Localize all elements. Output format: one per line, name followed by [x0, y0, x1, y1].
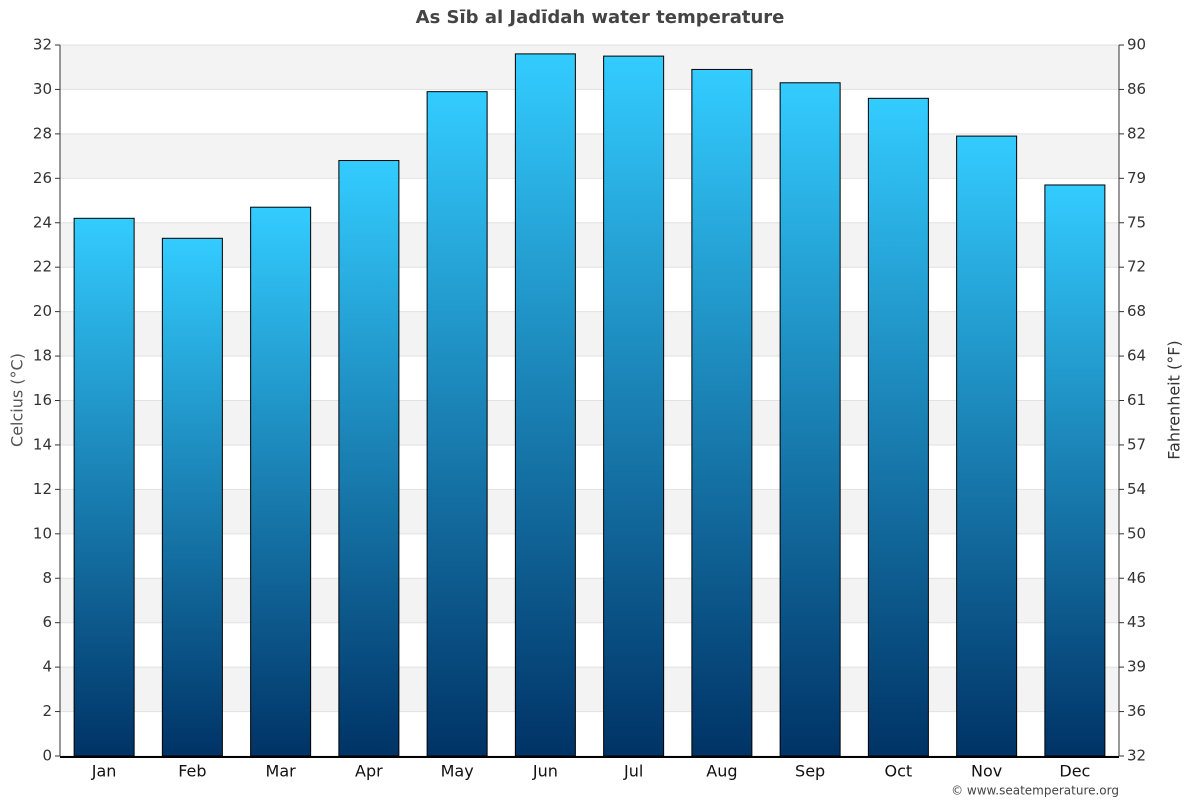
bar — [514, 53, 576, 757]
y-tick-label: 16 — [33, 391, 52, 409]
x-tick-label: May — [441, 762, 474, 781]
bar — [338, 160, 400, 757]
y2-tick-label: 82 — [1127, 124, 1146, 142]
bar — [73, 217, 135, 757]
y2-tick-label: 32 — [1127, 747, 1146, 765]
grid-band — [60, 578, 1119, 623]
y2-tick-label: 54 — [1127, 480, 1146, 498]
x-tick-label: Sep — [795, 762, 825, 781]
grid-band — [60, 489, 1119, 534]
grid-band — [60, 311, 1119, 357]
bar — [603, 55, 665, 757]
bar — [691, 68, 753, 757]
y-tick-label: 2 — [42, 702, 52, 720]
y2-tick-label: 57 — [1127, 435, 1146, 453]
y-tick-label: 12 — [33, 480, 52, 498]
y2-tick-label: 75 — [1127, 213, 1146, 231]
x-tick-label: Jan — [91, 762, 117, 781]
bar — [867, 97, 929, 757]
y2-tick-label: 64 — [1127, 347, 1146, 365]
chart-title: As Sīb al Jadīdah water temperature — [416, 7, 785, 28]
y-axis-label: Celcius (°C) — [8, 353, 27, 447]
y-tick-label: 32 — [33, 36, 52, 54]
bar — [250, 206, 312, 757]
source: © www.seatemperature.org — [951, 784, 1119, 798]
x-tick-label: Nov — [971, 762, 1002, 781]
y2-tick-label: 39 — [1127, 658, 1146, 676]
y-tick-label: 18 — [33, 347, 52, 365]
y-tick-label: 14 — [33, 435, 52, 453]
x-tick-label: Aug — [706, 762, 737, 781]
grid-band — [60, 133, 1119, 179]
y-tick-label: 24 — [33, 213, 52, 231]
x-tick-label: Oct — [885, 762, 913, 781]
y-tick-label: 4 — [42, 658, 52, 676]
bar — [1044, 184, 1106, 757]
y-tick-label: 0 — [42, 747, 52, 765]
y2-tick-label: 86 — [1127, 80, 1146, 98]
y2-tick-label: 61 — [1127, 391, 1146, 409]
y2-tick-label: 68 — [1127, 302, 1146, 320]
y-tick-label: 28 — [33, 124, 52, 142]
grid-band — [60, 667, 1119, 712]
x-tick-label: Mar — [266, 762, 297, 781]
y-tick-label: 10 — [33, 524, 52, 542]
y2-tick-label: 36 — [1127, 702, 1146, 720]
y2-tick-label: 90 — [1127, 36, 1146, 54]
y-tick-label: 20 — [33, 302, 52, 320]
y-tick-label: 22 — [33, 258, 52, 276]
y2-tick-label: 79 — [1127, 169, 1146, 187]
x-tick-label: Feb — [178, 762, 206, 781]
y-tick-label: 6 — [42, 613, 52, 631]
grid-band — [60, 400, 1119, 445]
y-tick-label: 30 — [33, 80, 52, 98]
x-tick-label: Jul — [623, 762, 643, 781]
y2-tick-label: 50 — [1127, 524, 1146, 542]
y-tick-label: 8 — [42, 569, 52, 587]
grid-band — [60, 222, 1119, 268]
grid-band — [60, 45, 1119, 90]
x-tick-label: Jun — [532, 762, 558, 781]
bar — [779, 82, 841, 757]
x-tick-label: Dec — [1059, 762, 1090, 781]
y2-axis-label: Fahrenheit (°F) — [1165, 340, 1184, 459]
bar — [426, 91, 488, 757]
y2-tick-label: 43 — [1127, 613, 1146, 631]
bar — [956, 135, 1018, 757]
x-tick-label: Apr — [355, 762, 383, 781]
y-tick-label: 26 — [33, 169, 52, 187]
bar — [161, 237, 223, 757]
y2-tick-label: 46 — [1127, 569, 1146, 587]
y2-tick-label: 72 — [1127, 258, 1146, 276]
